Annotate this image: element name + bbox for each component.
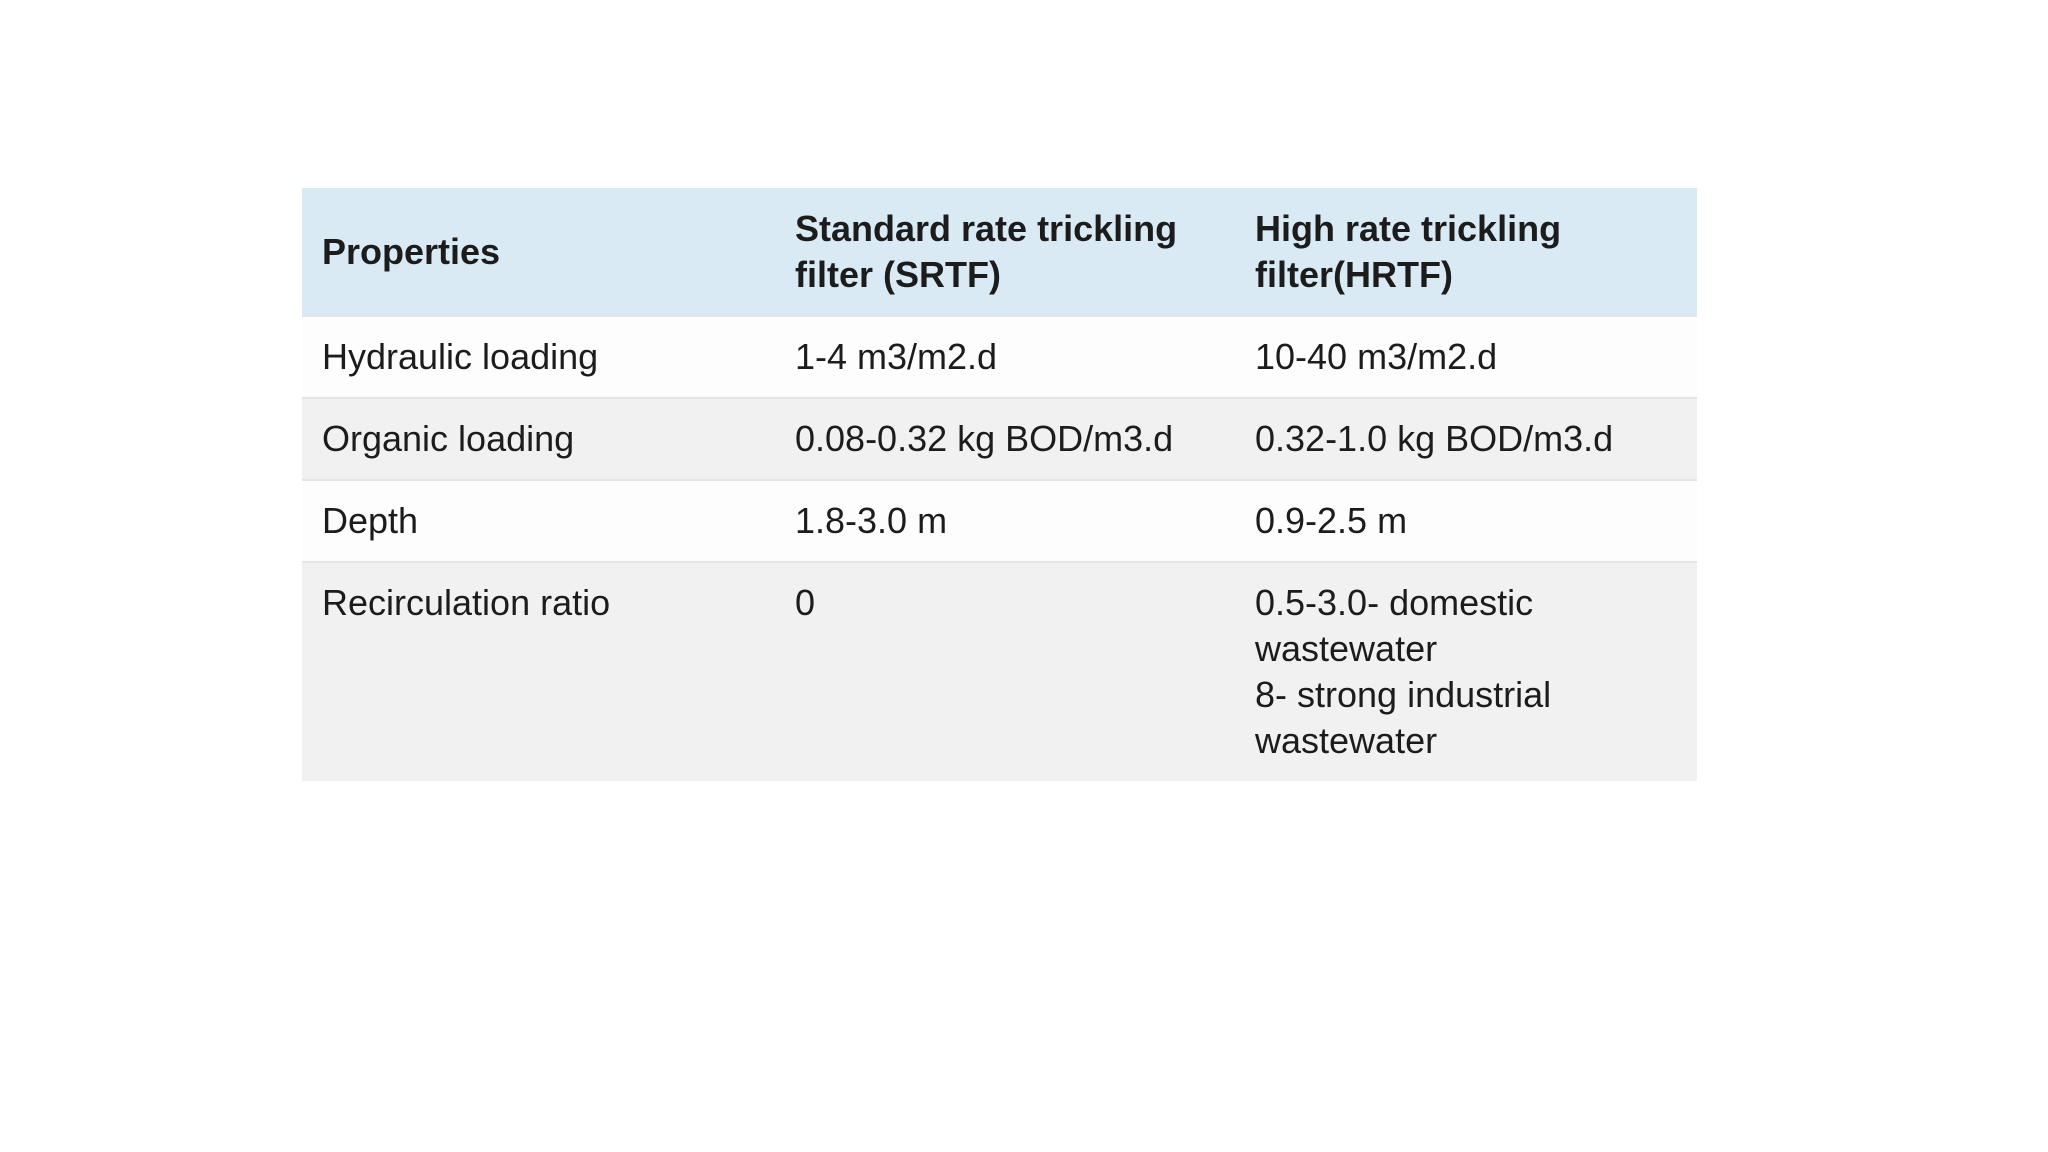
header-label-srtf-line2: filter (SRTF) bbox=[795, 253, 1001, 295]
hrtf-value-line: 0.32-1.0 kg BOD/m3.d bbox=[1255, 418, 1614, 459]
srtf-value: 1-4 m3/m2.d bbox=[795, 336, 998, 377]
trickling-filter-comparison-table: Properties Standard rate trickling filte… bbox=[302, 188, 1697, 781]
table-row-organic-loading: Organic loading 0.08-0.32 kg BOD/m3.d 0.… bbox=[302, 397, 1697, 480]
property-label: Recirculation ratio bbox=[322, 582, 611, 623]
cell-hrtf-value: 10-40 m3/m2.d bbox=[1235, 315, 1697, 398]
table-row-depth: Depth 1.8-3.0 m 0.9-2.5 m bbox=[302, 479, 1697, 562]
table-row-hydraulic-loading: Hydraulic loading 1-4 m3/m2.d 10-40 m3/m… bbox=[302, 315, 1697, 398]
property-label: Hydraulic loading bbox=[322, 336, 599, 377]
cell-srtf-value: 1.8-3.0 m bbox=[775, 479, 1235, 562]
header-label-properties: Properties bbox=[322, 230, 501, 272]
header-label-srtf-line1: Standard rate trickling bbox=[795, 207, 1178, 249]
cell-hrtf-value: 0.32-1.0 kg BOD/m3.d bbox=[1235, 397, 1697, 480]
cell-hrtf-value: 0.5-3.0- domestic wastewater 8- strong i… bbox=[1235, 561, 1697, 781]
srtf-value: 0.08-0.32 kg BOD/m3.d bbox=[795, 418, 1174, 459]
srtf-value: 1.8-3.0 m bbox=[795, 500, 948, 541]
hrtf-value-line: 0.9-2.5 m bbox=[1255, 500, 1408, 541]
header-cell-properties: Properties bbox=[302, 188, 775, 316]
srtf-value: 0 bbox=[795, 582, 816, 623]
hrtf-value-line4: wastewater bbox=[1255, 720, 1438, 761]
header-label-hrtf-line2: filter(HRTF) bbox=[1255, 253, 1453, 295]
header-label-hrtf-line1: High rate trickling bbox=[1255, 207, 1562, 249]
cell-property: Recirculation ratio bbox=[302, 561, 775, 781]
cell-property: Hydraulic loading bbox=[302, 315, 775, 398]
cell-srtf-value: 0 bbox=[775, 561, 1235, 781]
table-row-recirculation-ratio: Recirculation ratio 0 0.5-3.0- domestic … bbox=[302, 561, 1697, 781]
header-cell-hrtf: High rate trickling filter(HRTF) bbox=[1235, 188, 1697, 316]
table-header-row: Properties Standard rate trickling filte… bbox=[302, 188, 1697, 316]
hrtf-value-line3: 8- strong industrial bbox=[1255, 674, 1552, 715]
hrtf-value-line2: wastewater bbox=[1255, 628, 1438, 669]
property-label: Organic loading bbox=[322, 418, 575, 459]
cell-property: Depth bbox=[302, 479, 775, 562]
cell-srtf-value: 1-4 m3/m2.d bbox=[775, 315, 1235, 398]
cell-property: Organic loading bbox=[302, 397, 775, 480]
property-label: Depth bbox=[322, 500, 419, 541]
hrtf-value-line: 10-40 m3/m2.d bbox=[1255, 336, 1498, 377]
cell-hrtf-value: 0.9-2.5 m bbox=[1235, 479, 1697, 562]
hrtf-value-line1: 0.5-3.0- domestic bbox=[1255, 582, 1534, 623]
cell-srtf-value: 0.08-0.32 kg BOD/m3.d bbox=[775, 397, 1235, 480]
header-cell-srtf: Standard rate trickling filter (SRTF) bbox=[775, 188, 1235, 316]
